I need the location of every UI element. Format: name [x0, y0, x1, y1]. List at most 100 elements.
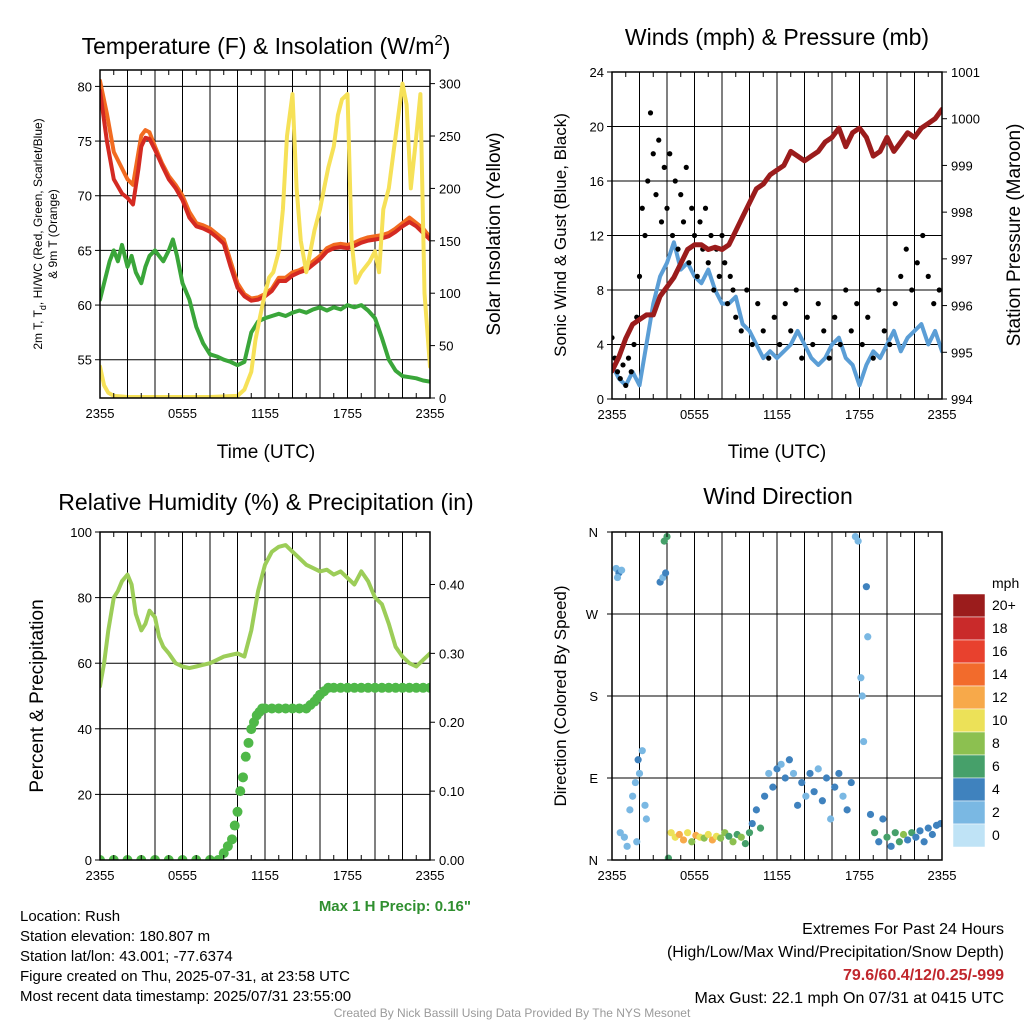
wdir-point	[827, 815, 835, 823]
wdir-point	[641, 801, 649, 809]
wind-y-tick-label: 24	[590, 65, 604, 80]
rh-series-point	[411, 682, 422, 693]
wind-x-tick-label: 0555	[680, 407, 709, 422]
wind-series-point	[832, 314, 838, 320]
credit-line: Created By Nick Bassill Using Data Provi…	[333, 1006, 691, 1020]
rh-x-tick-label: 1755	[333, 868, 362, 883]
wdir-y-tick-label: E	[589, 771, 598, 786]
station-info: Location: Rush Station elevation: 180.80…	[20, 907, 351, 1007]
wdir-point	[866, 810, 875, 819]
wdir-point	[847, 778, 855, 787]
rh-y2-tick-label: 0.20	[439, 715, 464, 730]
wdir-point	[858, 692, 866, 700]
rh-series-point	[243, 737, 254, 748]
wind-y2-tick-label: 994	[951, 392, 973, 407]
wind-y2-tick-label: 1000	[951, 112, 980, 127]
wind-series-point	[724, 301, 731, 307]
wind-y2-tick-label: 997	[951, 252, 973, 267]
wind-series-point	[730, 287, 736, 293]
rh-ylabel: Percent & Precipitation	[27, 599, 48, 792]
wind-y-tick-label: 4	[597, 338, 604, 353]
rh-series-point	[370, 682, 380, 693]
wind-series-point	[639, 205, 645, 211]
wind-series-point	[821, 328, 827, 334]
temp-y2-tick-label: 150	[439, 234, 461, 249]
rh-series-point	[240, 751, 251, 762]
rh-series-point	[238, 772, 248, 783]
rh-series-point	[328, 682, 339, 693]
wind-x-tick-label: 2355	[928, 407, 957, 422]
wdir-point	[684, 829, 692, 837]
wdir-point	[765, 769, 773, 778]
wind-series-point	[766, 355, 772, 361]
wdir-y-tick-label: W	[586, 607, 599, 622]
rh-series-point	[229, 820, 240, 831]
wdir-point	[761, 792, 769, 800]
temp-ylabel-a: 2m T, T	[31, 309, 45, 349]
wind-y-tick-label: 12	[590, 229, 604, 244]
wdir-point	[675, 830, 683, 839]
wind-series-point	[661, 164, 667, 170]
rh-series-group	[100, 543, 430, 860]
figure-created: Figure created on Thu, 2025-07-31, at 23…	[20, 968, 350, 985]
wind-y2-tick-label: 996	[951, 299, 973, 314]
wdir-point	[839, 792, 847, 800]
temp-series-group	[100, 78, 430, 398]
wdir-point	[916, 827, 924, 835]
wind-series-point	[683, 164, 689, 170]
temp-y2-tick-label: 200	[439, 181, 461, 196]
temp-x-tick-label: 2355	[86, 406, 115, 421]
temp-series-line	[100, 81, 430, 398]
wdir-point	[729, 838, 737, 846]
wdir-point	[818, 797, 826, 805]
wind-x-tick-label: 1155	[763, 407, 791, 422]
temp-y-tick-label: 65	[78, 243, 92, 258]
wind-series-point	[744, 287, 750, 293]
wdir-point	[802, 792, 810, 800]
wind-series-point	[854, 301, 860, 307]
wind-series-point	[931, 301, 937, 307]
wind-series-point	[804, 314, 810, 320]
wind-series-point	[708, 232, 714, 239]
wind-series-point	[722, 260, 728, 266]
wind-series-point	[620, 362, 626, 368]
wind-title: Winds (mph) & Pressure (mb)	[625, 24, 929, 50]
rh-series-point	[349, 682, 360, 693]
wind-xlabel: Time (UTC)	[728, 442, 827, 463]
wind-y-tick-label: 16	[590, 174, 604, 189]
rh-y-tick-label: 80	[78, 591, 92, 606]
wind-series-point	[642, 232, 648, 239]
wind-series-point	[848, 328, 854, 334]
wdir-point	[642, 815, 650, 823]
wdir-point	[616, 829, 624, 837]
rh-y2-tick-label: 0.00	[439, 853, 464, 868]
temp-y-tick-label: 75	[78, 134, 92, 149]
rh-series-point	[404, 682, 415, 693]
wdir-legend-swatch	[952, 662, 986, 687]
rh-series-point	[232, 806, 243, 817]
wind-series-point	[870, 355, 876, 361]
wind-series-point	[625, 355, 632, 361]
wdir-point	[822, 774, 831, 782]
wdir-legend-label: 20+	[992, 597, 1016, 613]
rh-series-point	[342, 682, 353, 693]
wdir-ylabel: Direction (Colored By Speed)	[551, 585, 570, 806]
wind-series-point	[669, 232, 676, 239]
temp-y2-tick-label: 300	[439, 77, 461, 92]
wind-series-point	[788, 328, 794, 334]
wdir-point	[773, 765, 781, 773]
wind-panel: 2355 0555 1155 1755 235504812162024994995996…	[551, 24, 1024, 463]
wdir-point	[875, 838, 883, 846]
wdir-point	[895, 838, 903, 846]
wdir-legend-label: 18	[992, 620, 1008, 636]
rh-y-tick-label: 40	[78, 722, 92, 737]
wdir-y-tick-label: S	[589, 689, 598, 704]
wdir-point	[626, 806, 634, 814]
wind-series-point	[760, 328, 766, 334]
extremes-values: 79.6/60.4/12/0.25/-999	[842, 967, 1004, 984]
wind-series-point	[667, 151, 673, 157]
temp-y2-tick-label: 250	[439, 129, 461, 144]
wdir-point	[756, 824, 765, 832]
rh-x-tick-label: 0555	[168, 868, 197, 883]
temp-y2-tick-label: 50	[439, 339, 453, 354]
